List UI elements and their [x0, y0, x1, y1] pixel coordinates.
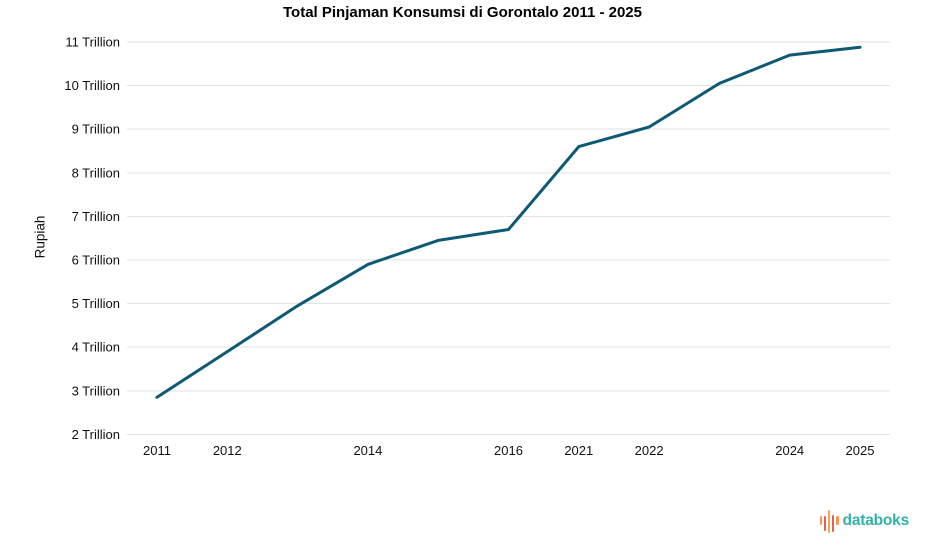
chart-title: Total Pinjaman Konsumsi di Gorontalo 201…	[283, 4, 642, 21]
x-tick-label: 2022	[635, 443, 664, 458]
databoks-bar	[835, 515, 839, 525]
x-tick-label: 2011	[143, 443, 171, 458]
databoks-bar	[831, 514, 835, 532]
y-tick-label: 6 Trillion	[72, 253, 120, 268]
x-tick-label: 2016	[494, 443, 523, 458]
x-tick-label: 2014	[353, 443, 382, 458]
databoks-bar	[823, 515, 827, 531]
y-tick-label: 5 Trillion	[72, 296, 120, 311]
x-tick-label: 2024	[775, 443, 804, 458]
databoks-bar	[827, 509, 831, 533]
y-tick-label: 8 Trillion	[72, 165, 120, 180]
x-tick-label: 2012	[213, 443, 242, 458]
data-line-series	[155, 45, 862, 399]
y-tick-label: 11 Trillion	[65, 35, 120, 50]
databoks-bars-icon	[819, 509, 839, 533]
databoks-wordmark: databoks	[842, 512, 910, 529]
databoks-logo: databoks	[819, 509, 910, 533]
y-tick-label: 7 Trillion	[72, 209, 120, 224]
x-tick-label: 2021	[564, 443, 593, 458]
databoks-bar	[819, 515, 823, 525]
y-tick-label: 4 Trillion	[72, 340, 120, 355]
line-chart-plot-area: 11 Trillion 10 Trillion 9 Trillion 8 Trilli…	[64, 35, 890, 458]
y-tick-label: 3 Trillion	[72, 383, 120, 398]
y-tick-label: 9 Trillion	[72, 122, 120, 137]
y-tick-label: 2 Trillion	[72, 427, 120, 442]
x-tick-label: 2025	[846, 443, 875, 458]
y-tick-label: 10 Trillion	[64, 78, 120, 93]
